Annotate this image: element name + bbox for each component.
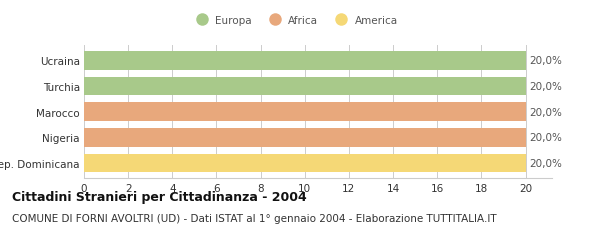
Text: Cittadini Stranieri per Cittadinanza - 2004: Cittadini Stranieri per Cittadinanza - 2… <box>12 190 307 203</box>
Bar <box>84 103 526 121</box>
Bar <box>84 52 526 70</box>
Bar <box>84 77 526 96</box>
Bar <box>84 154 526 173</box>
Text: 20,0%: 20,0% <box>529 158 562 168</box>
Text: 20,0%: 20,0% <box>529 107 562 117</box>
Text: 20,0%: 20,0% <box>529 56 562 66</box>
Text: 20,0%: 20,0% <box>529 82 562 92</box>
Text: 20,0%: 20,0% <box>529 133 562 143</box>
Legend: Europa, Africa, America: Europa, Africa, America <box>187 12 402 30</box>
Bar <box>84 128 526 147</box>
Text: COMUNE DI FORNI AVOLTRI (UD) - Dati ISTAT al 1° gennaio 2004 - Elaborazione TUTT: COMUNE DI FORNI AVOLTRI (UD) - Dati ISTA… <box>12 213 497 223</box>
